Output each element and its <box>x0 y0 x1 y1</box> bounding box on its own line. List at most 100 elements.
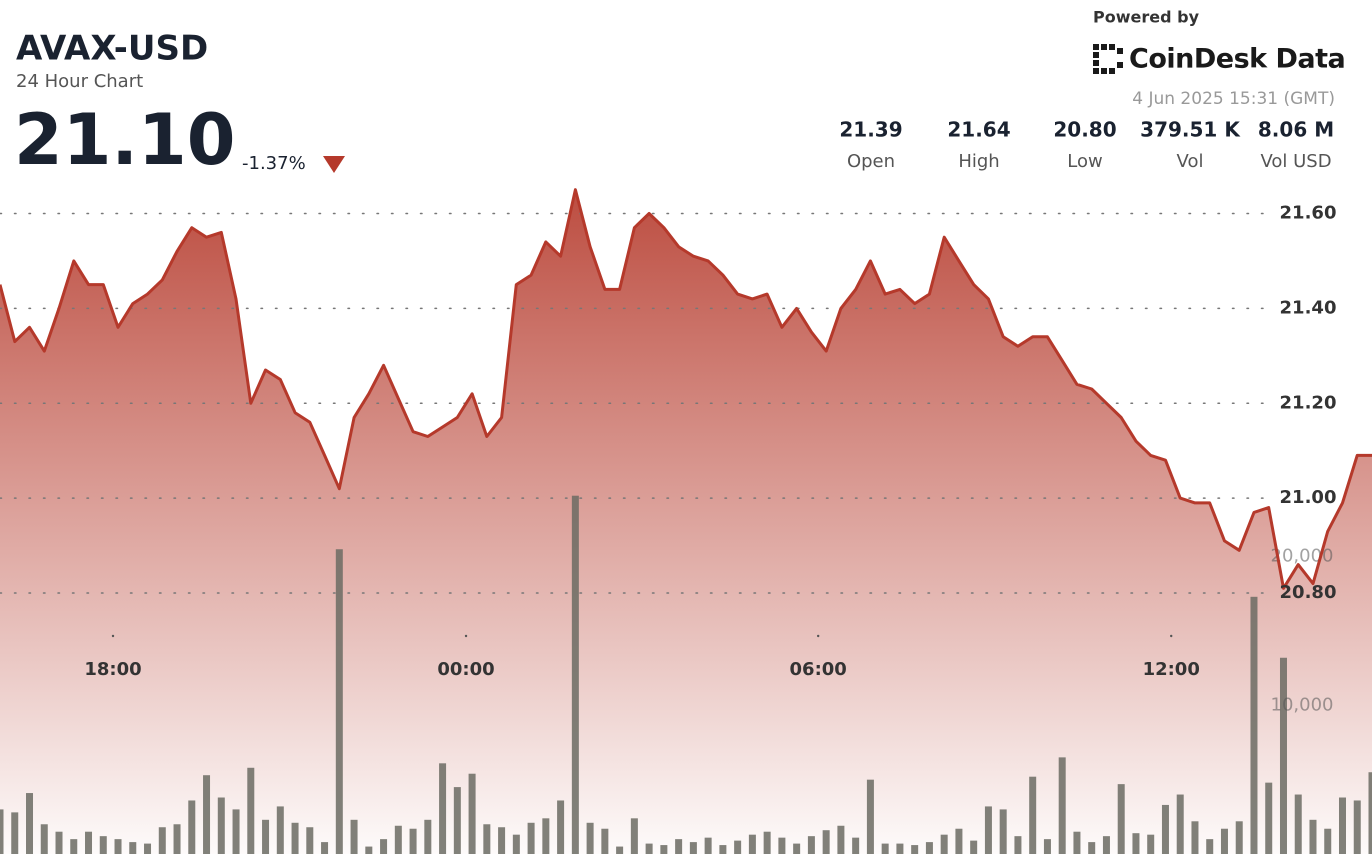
volume-bar <box>262 819 270 854</box>
volume-bar <box>394 825 402 854</box>
y-tick-label: 20.80 <box>1280 582 1337 603</box>
volume-bar <box>247 767 255 854</box>
volume-bar <box>114 839 122 854</box>
volume-bar <box>984 806 992 854</box>
volume-bar <box>645 843 653 854</box>
volume-bar <box>173 824 181 854</box>
volume-bar <box>203 775 211 854</box>
x-tick-label: 06:00 <box>790 659 847 680</box>
volume-bar <box>852 837 860 854</box>
volume-bar <box>217 797 225 854</box>
volume-bar <box>1029 776 1037 854</box>
volume-bar <box>542 818 550 854</box>
volume-bar <box>601 828 609 854</box>
volume-bar <box>232 809 240 854</box>
y-tick-label: 21.20 <box>1280 392 1337 413</box>
x-tick-mark <box>816 634 820 638</box>
stat-label: Open <box>847 151 895 172</box>
stat-value: 21.39 <box>839 118 902 142</box>
price-change: -1.37% <box>242 153 306 174</box>
stat-label: Low <box>1067 151 1102 172</box>
y-tick-label: 21.40 <box>1280 297 1337 318</box>
volume-bar <box>630 818 638 854</box>
volume-bar <box>1279 657 1287 854</box>
volume-bar <box>1014 836 1022 854</box>
volume-bar <box>409 828 417 854</box>
stats: 21.39 Open 21.64 High 20.80 Low 379.51 K Vol 8.0… <box>839 118 1334 173</box>
stat-value: 8.06 M <box>1258 118 1334 142</box>
volume-bar <box>719 845 727 854</box>
volume-bar <box>1161 804 1169 854</box>
volume-bar <box>704 837 712 854</box>
volume-bar <box>424 819 432 854</box>
last-price: 21.10 <box>14 99 235 181</box>
x-tick-mark <box>464 634 468 638</box>
volume-bar <box>129 842 137 854</box>
volume-bar <box>158 827 166 854</box>
volume-bar <box>350 819 358 854</box>
volume-bar <box>748 834 756 854</box>
stat-value: 379.51 K <box>1140 118 1241 142</box>
volume-bar <box>970 840 978 854</box>
volume-bar <box>675 839 683 854</box>
volume-bar <box>453 787 461 854</box>
volume-bar <box>55 831 63 854</box>
volume-bar <box>512 834 520 854</box>
volume-bar <box>1353 800 1361 854</box>
plot-area: 18:00 00:00 06:00 12:0010,00020,00020.8021.… <box>0 188 1372 854</box>
volume-bar <box>306 827 314 854</box>
stat-value: 20.80 <box>1053 118 1116 142</box>
volume-bar <box>365 846 373 854</box>
volume-bar <box>660 845 668 854</box>
volume-bar <box>439 763 447 854</box>
volume-bar <box>380 839 388 854</box>
x-tick-mark <box>111 634 115 638</box>
volume-bar <box>586 822 594 854</box>
timestamp: 4 Jun 2025 15:31 (GMT) <box>1132 89 1335 109</box>
volume-bar <box>1043 839 1051 854</box>
volume-bar <box>822 830 830 854</box>
volume-bar <box>1324 828 1332 854</box>
volume-bar <box>1265 782 1273 854</box>
brand-name: CoinDesk Data <box>1129 44 1345 75</box>
powered-by: Powered by <box>1093 8 1200 27</box>
volume-bar <box>999 809 1007 854</box>
volume-bar <box>1220 828 1228 854</box>
volume-bar <box>1058 757 1066 854</box>
volume-bar <box>689 842 697 854</box>
stat-label: Vol <box>1177 151 1204 172</box>
volume-bar <box>925 842 933 854</box>
volume-bar <box>468 773 476 854</box>
brand-logo <box>1093 44 1123 74</box>
volume-bar <box>1338 797 1346 854</box>
volume-bar <box>616 846 624 854</box>
volume-bar <box>321 842 329 854</box>
volume-bar <box>1117 784 1125 854</box>
volume-bar <box>807 836 815 854</box>
volume-bar <box>85 831 93 854</box>
volume-bar <box>778 837 786 854</box>
volume-bar <box>483 824 491 854</box>
volume-bar <box>940 834 948 854</box>
y-tick-label: 21.00 <box>1280 487 1337 508</box>
x-tick-label: 18:00 <box>84 659 141 680</box>
volume-bar <box>1132 833 1140 854</box>
x-tick-label: 00:00 <box>437 659 494 680</box>
volume-bar <box>1206 839 1214 854</box>
volume-bar <box>1235 821 1243 854</box>
stat-value: 21.64 <box>947 118 1010 142</box>
y-tick-label: 21.60 <box>1280 202 1337 223</box>
volume-bar <box>793 843 801 854</box>
volume-bar <box>1309 819 1317 854</box>
volume-bar <box>498 827 506 854</box>
volume-bar <box>26 793 34 854</box>
volume-bar <box>1368 772 1372 854</box>
price-area <box>0 189 1372 854</box>
y2-tick-label: 10,000 <box>1271 694 1334 715</box>
volume-bar <box>70 839 78 854</box>
volume-bar <box>571 495 579 854</box>
down-arrow <box>323 156 345 173</box>
volume-bar <box>335 549 343 854</box>
volume-bar <box>557 800 565 854</box>
